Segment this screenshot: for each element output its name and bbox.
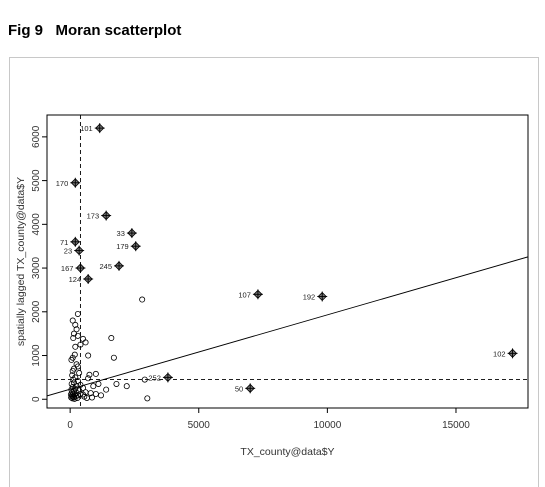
point-label: 101 — [80, 124, 93, 133]
data-point — [139, 296, 146, 303]
data-point — [103, 386, 110, 393]
y-tick-label: 1000 — [31, 344, 42, 367]
y-tick-label: 2000 — [31, 300, 42, 323]
point-label: 124 — [69, 275, 82, 284]
data-point — [72, 321, 79, 328]
influential-point — [74, 245, 85, 256]
influential-point — [94, 123, 105, 134]
y-tick-label: 0 — [31, 396, 42, 402]
regression-line — [47, 256, 528, 397]
data-point — [80, 335, 87, 342]
influential-point — [70, 177, 81, 188]
data-point — [123, 383, 130, 390]
influential-point — [101, 210, 112, 221]
data-point — [68, 394, 75, 401]
influential-point — [245, 383, 256, 394]
influential-point — [317, 291, 328, 302]
data-point — [82, 339, 89, 346]
y-tick-label: 3000 — [31, 257, 42, 280]
data-point — [71, 351, 78, 358]
point-label: 50 — [235, 384, 243, 393]
x-tick-label: 15000 — [442, 420, 470, 431]
data-point — [68, 356, 75, 363]
x-tick-label: 0 — [67, 420, 73, 431]
y-tick-label: 4000 — [31, 213, 42, 236]
data-point — [113, 380, 120, 387]
influential-point — [162, 372, 173, 383]
data-point — [98, 392, 105, 399]
point-label: 245 — [100, 262, 113, 271]
point-label: 102 — [493, 349, 506, 358]
data-point — [70, 335, 77, 342]
data-point — [110, 354, 117, 361]
moran-scatterplot: 101 170 173 33 71 179 23 167 245 124 107 192 102 252 5… — [15, 114, 529, 458]
x-axis-label: TX_county@data$Y — [240, 446, 334, 458]
x-tick-label: 10000 — [313, 420, 341, 431]
data-point — [141, 376, 148, 383]
plot-contents — [47, 115, 528, 408]
data-point — [69, 317, 76, 324]
point-label: 192 — [303, 292, 316, 301]
data-point — [77, 341, 84, 348]
data-point — [85, 375, 92, 382]
data-point — [72, 343, 79, 350]
influential-point — [75, 263, 86, 274]
data-point — [74, 310, 81, 317]
influential-point — [252, 289, 263, 300]
figure-title: Fig 9 Moran scatterplot — [8, 22, 182, 39]
data-point — [95, 380, 102, 387]
data-point — [68, 380, 75, 387]
data-point — [85, 352, 92, 359]
data-point — [89, 394, 96, 401]
y-tick-label: 6000 — [31, 125, 42, 148]
point-label: 23 — [64, 247, 72, 256]
data-point — [92, 370, 99, 377]
y-axis-label: spatially lagged TX_county@data$Y — [15, 177, 27, 346]
y-tick-label: 5000 — [31, 169, 42, 192]
figure-frame — [9, 57, 539, 487]
point-label: 179 — [116, 242, 129, 251]
influential-point — [83, 273, 94, 284]
x-tick-label: 5000 — [188, 420, 211, 431]
point-label: 170 — [56, 179, 69, 188]
data-point — [69, 367, 76, 374]
data-point — [71, 395, 78, 402]
point-label: 107 — [238, 290, 251, 299]
point-label: 71 — [60, 238, 68, 247]
data-point — [144, 395, 151, 402]
influential-point — [70, 236, 81, 247]
influential-point — [130, 241, 141, 252]
point-label: 167 — [61, 264, 74, 273]
point-label: 252 — [148, 373, 161, 382]
influential-point — [507, 348, 518, 359]
data-point — [90, 383, 97, 390]
data-point — [86, 371, 93, 378]
data-point — [73, 326, 80, 333]
data-point — [76, 370, 83, 377]
point-label: 173 — [87, 212, 100, 221]
data-point — [108, 335, 115, 342]
influential-point — [114, 260, 125, 271]
influential-point — [126, 228, 137, 239]
point-label: 33 — [117, 229, 125, 238]
